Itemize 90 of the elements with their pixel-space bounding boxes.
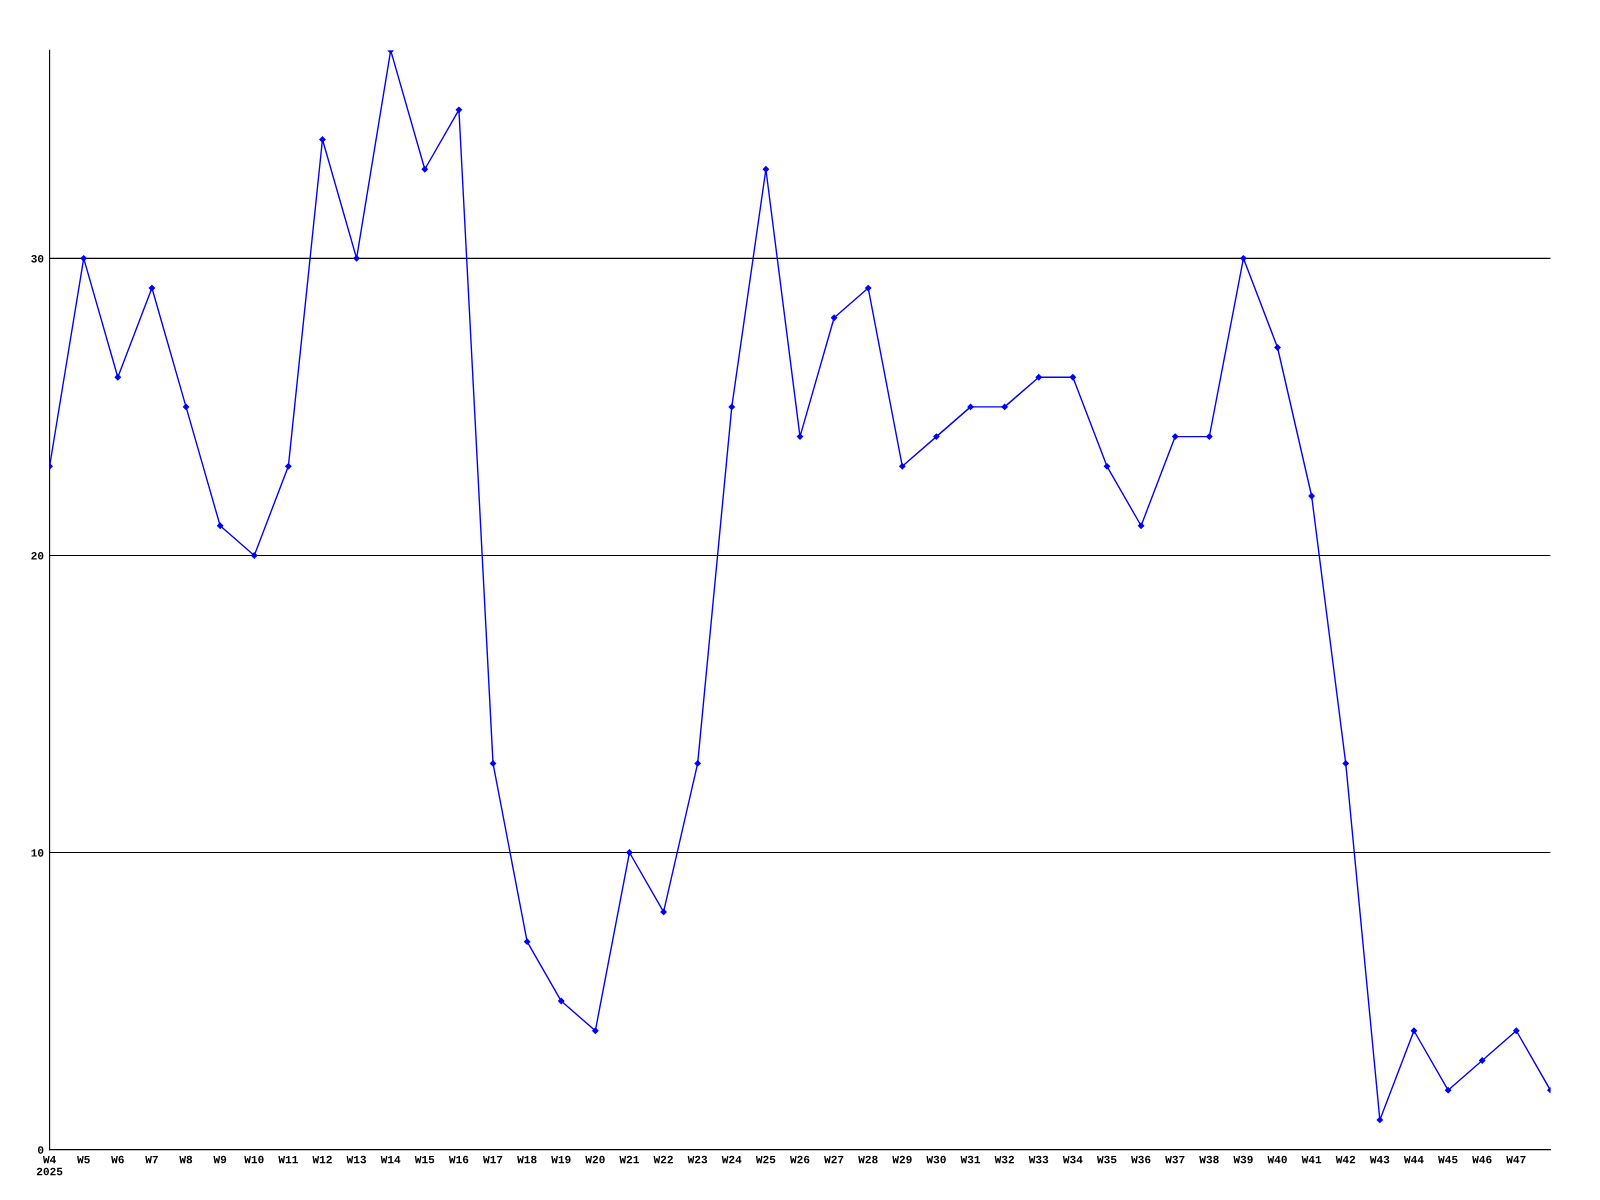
- point: [1069, 374, 1077, 381]
- x-tick-label: W28: [858, 1155, 878, 1164]
- x-tick-label: W10: [244, 1155, 264, 1164]
- point: [1513, 1027, 1520, 1034]
- x-tick-label: W13: [346, 1155, 367, 1164]
- point: [830, 314, 838, 321]
- x-tick-label: W8: [179, 1155, 193, 1164]
- x-tick-label: W38: [1199, 1155, 1219, 1164]
- point: [933, 433, 940, 440]
- point: [558, 997, 565, 1005]
- x-tick-label: W45: [1438, 1155, 1458, 1164]
- point: [694, 760, 701, 767]
- x-tick-label: W44: [1403, 1155, 1424, 1164]
- point: [1172, 433, 1179, 440]
- x-tick-label: W24: [721, 1155, 742, 1164]
- point: [1001, 403, 1008, 411]
- x-tick-label: W12: [312, 1155, 332, 1164]
- point: [1240, 255, 1247, 262]
- x-tick-label: W21: [619, 1155, 639, 1164]
- point: [523, 938, 531, 945]
- x-tick-label: W41: [1301, 1155, 1322, 1164]
- point: [421, 166, 428, 173]
- point: [216, 522, 224, 529]
- point: [80, 255, 87, 262]
- point: [1342, 760, 1349, 767]
- x-tick-label: W43: [1369, 1155, 1390, 1164]
- x-tick-label: W37: [1165, 1155, 1185, 1164]
- x-tick-label: W32: [994, 1155, 1014, 1164]
- x-tick-label: W16: [448, 1155, 469, 1164]
- x-tick-label: W35: [1096, 1155, 1117, 1164]
- x-tick-label: W31: [960, 1155, 981, 1164]
- x-tick-label: W47: [1506, 1155, 1526, 1164]
- x-tick-label: W30: [926, 1155, 946, 1164]
- y-tick-label: 30: [31, 254, 44, 263]
- point: [1479, 1057, 1486, 1064]
- point: [251, 552, 258, 559]
- point: [1444, 1087, 1452, 1094]
- point: [660, 908, 667, 916]
- x-tick-label: W11: [278, 1155, 298, 1164]
- point: [592, 1027, 599, 1034]
- x-tick-label: W14: [380, 1155, 401, 1164]
- x-tick-label: W33: [1028, 1155, 1049, 1164]
- x-tick-label: W29: [892, 1155, 912, 1164]
- x-tick-label: W23: [687, 1155, 708, 1164]
- point: [762, 166, 770, 173]
- point: [1206, 433, 1213, 440]
- point: [1274, 344, 1281, 351]
- point: [489, 760, 497, 767]
- x-tick-label: W6: [111, 1155, 124, 1164]
- point: [728, 403, 735, 411]
- x-tick-label: W15: [414, 1155, 435, 1164]
- point: [455, 106, 463, 113]
- point: [285, 463, 292, 470]
- y-tick-label: 10: [31, 849, 44, 857]
- x-tick-label: W36: [1131, 1155, 1151, 1164]
- point: [626, 849, 633, 856]
- point: [319, 136, 326, 143]
- x-tick-label: W9: [213, 1155, 227, 1164]
- point: [148, 284, 156, 292]
- x-tick-label: W17: [483, 1155, 503, 1164]
- point: [114, 374, 121, 381]
- x-tick-label: W25: [755, 1155, 776, 1164]
- x-tick-label: W42: [1335, 1155, 1356, 1164]
- x-tick-label: W46: [1472, 1155, 1492, 1164]
- x-tick-label: W27: [824, 1155, 844, 1164]
- point: [796, 433, 804, 440]
- point: [967, 403, 974, 411]
- point: [1410, 1027, 1418, 1034]
- x-tick-label: W7: [145, 1155, 158, 1164]
- x-tick-label: W22: [653, 1155, 673, 1164]
- point: [1137, 522, 1145, 529]
- point: [865, 284, 872, 292]
- point: [353, 255, 360, 262]
- x-tick-label: W4 2025: [36, 1155, 63, 1176]
- x-tick-label: W5: [77, 1155, 90, 1164]
- point: [1376, 1116, 1384, 1124]
- x-tick-label: W40: [1267, 1155, 1287, 1164]
- y-tick-label: 20: [31, 552, 44, 560]
- x-tick-label: W19: [551, 1155, 571, 1164]
- point: [899, 463, 906, 470]
- y-tick-label: 0: [38, 1146, 44, 1154]
- point: [1103, 463, 1111, 470]
- point: [1035, 374, 1042, 381]
- x-tick-label: W26: [790, 1155, 810, 1164]
- x-tick-label: W20: [585, 1155, 605, 1164]
- point: [1308, 492, 1315, 500]
- x-tick-label: W18: [517, 1155, 537, 1164]
- point: [182, 403, 190, 411]
- x-tick-label: W34: [1062, 1155, 1083, 1164]
- x-tick-label: W39: [1233, 1155, 1253, 1164]
